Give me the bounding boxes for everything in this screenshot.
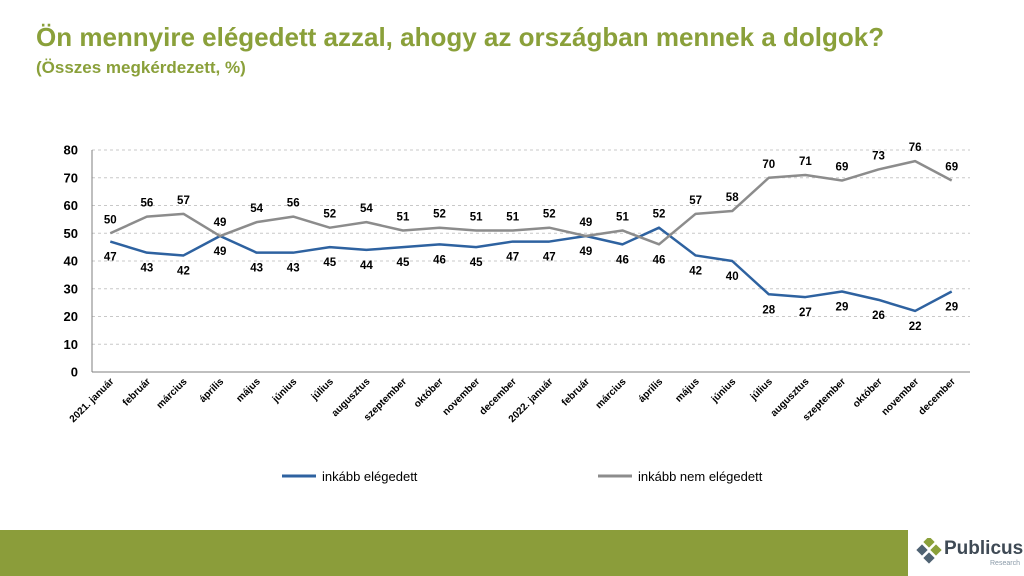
data-label: 70 bbox=[762, 159, 775, 171]
data-label: 43 bbox=[250, 263, 263, 275]
data-label: 29 bbox=[836, 302, 849, 314]
data-label: 52 bbox=[433, 209, 446, 221]
x-tick-label: május bbox=[674, 376, 703, 405]
y-tick-label: 50 bbox=[64, 226, 78, 241]
data-label: 51 bbox=[616, 211, 629, 223]
data-label: 52 bbox=[543, 209, 556, 221]
x-tick-label: április bbox=[637, 376, 666, 405]
data-label: 46 bbox=[616, 254, 629, 266]
x-tick-label: február bbox=[121, 376, 153, 408]
data-label: 57 bbox=[177, 195, 190, 207]
data-label: 71 bbox=[799, 156, 812, 168]
series-line-2 bbox=[109, 159, 953, 246]
x-tick-label: december bbox=[917, 376, 958, 417]
footer-bar bbox=[0, 530, 1024, 576]
data-label: 49 bbox=[579, 246, 592, 258]
x-tick-label: 2021. január bbox=[68, 376, 117, 425]
x-tick-label: június bbox=[709, 376, 739, 406]
data-label: 58 bbox=[726, 192, 739, 204]
x-tick-label: június bbox=[270, 376, 300, 406]
data-label: 47 bbox=[506, 252, 519, 264]
y-tick-label: 60 bbox=[64, 198, 78, 213]
x-tick-label: július bbox=[748, 376, 775, 403]
data-label: 43 bbox=[287, 263, 300, 275]
x-tick-label: május bbox=[235, 376, 264, 405]
y-tick-label: 70 bbox=[64, 170, 78, 185]
x-tick-label: október bbox=[412, 376, 446, 410]
data-label: 56 bbox=[287, 198, 300, 210]
data-label: 26 bbox=[872, 310, 885, 322]
data-label: 54 bbox=[360, 203, 373, 215]
data-label: 45 bbox=[323, 257, 336, 269]
data-label: 49 bbox=[579, 217, 592, 229]
data-label: 52 bbox=[653, 209, 666, 221]
data-label: 46 bbox=[433, 254, 446, 266]
x-tick-label: november bbox=[880, 376, 922, 418]
y-tick-label: 80 bbox=[64, 143, 78, 158]
data-label: 52 bbox=[323, 209, 336, 221]
data-label: 43 bbox=[140, 263, 153, 275]
data-label: 76 bbox=[909, 142, 922, 154]
y-tick-label: 40 bbox=[64, 254, 78, 269]
x-tick-label: november bbox=[441, 376, 483, 418]
data-label: 49 bbox=[214, 217, 227, 229]
publicus-logo-icon bbox=[916, 538, 942, 564]
data-label: 50 bbox=[104, 214, 117, 226]
logo-area bbox=[908, 530, 1024, 576]
data-label: 54 bbox=[250, 203, 263, 215]
data-label: 44 bbox=[360, 260, 373, 272]
data-label: 56 bbox=[140, 198, 153, 210]
x-tick-label: március bbox=[155, 376, 190, 411]
legend-label-1: inkább elégedett bbox=[322, 469, 418, 484]
data-label: 45 bbox=[397, 257, 410, 269]
y-tick-label: 10 bbox=[64, 337, 78, 352]
data-label: 51 bbox=[506, 211, 519, 223]
x-tick-label: február bbox=[560, 376, 592, 408]
brand-sub: Research bbox=[990, 560, 1020, 567]
legend-label-2: inkább nem elégedett bbox=[638, 469, 763, 484]
data-label: 42 bbox=[689, 265, 702, 277]
data-label: 51 bbox=[397, 211, 410, 223]
data-label: 47 bbox=[543, 252, 556, 264]
data-label: 28 bbox=[762, 304, 775, 316]
brand-name: Publicus bbox=[944, 538, 1024, 559]
y-tick-label: 30 bbox=[64, 281, 78, 296]
data-label: 46 bbox=[653, 254, 666, 266]
chart-title: Ön mennyire elégedett azzal, ahogy az or… bbox=[36, 22, 885, 52]
x-tick-label: október bbox=[851, 376, 885, 410]
x-tick-label: július bbox=[309, 376, 336, 403]
x-tick-label: március bbox=[594, 376, 629, 411]
data-label: 29 bbox=[945, 302, 958, 314]
x-tick-label: április bbox=[198, 376, 227, 405]
data-label: 42 bbox=[177, 265, 190, 277]
data-label: 57 bbox=[689, 195, 702, 207]
data-label: 27 bbox=[799, 307, 812, 319]
y-tick-label: 20 bbox=[64, 309, 78, 324]
data-label: 73 bbox=[872, 150, 885, 162]
y-tick-label: 0 bbox=[71, 365, 78, 380]
data-label: 22 bbox=[909, 321, 922, 333]
data-label: 69 bbox=[945, 162, 958, 174]
series-line-1 bbox=[109, 226, 953, 313]
data-label: 47 bbox=[104, 252, 117, 264]
chart-subtitle: (Összes megkérdezett, %) bbox=[36, 58, 246, 77]
data-label: 40 bbox=[726, 271, 739, 283]
data-label: 49 bbox=[214, 246, 227, 258]
data-label: 69 bbox=[836, 162, 849, 174]
data-label: 45 bbox=[470, 257, 483, 269]
data-label: 51 bbox=[470, 211, 483, 223]
